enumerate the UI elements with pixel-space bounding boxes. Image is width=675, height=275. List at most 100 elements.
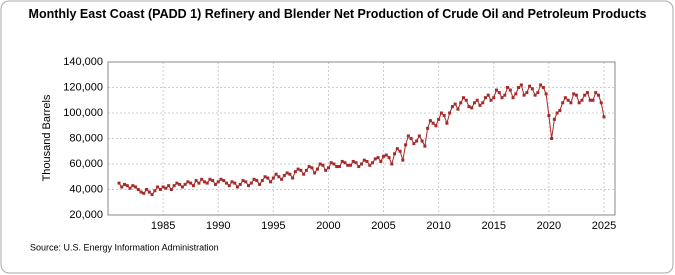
data-point: [142, 191, 146, 195]
data-point: [120, 185, 124, 189]
data-point: [478, 103, 482, 107]
y-tick-label: 120,000: [63, 81, 103, 93]
data-point: [561, 101, 565, 105]
x-tick-label: 2005: [371, 220, 395, 232]
data-point: [566, 98, 570, 102]
data-point: [519, 83, 523, 87]
data-point: [594, 91, 598, 95]
data-point: [409, 137, 413, 140]
data-point: [266, 176, 270, 180]
data-point: [365, 159, 369, 163]
data-point: [406, 134, 410, 138]
data-point: [417, 134, 421, 138]
data-point: [442, 114, 446, 118]
data-point: [569, 101, 573, 105]
data-point: [453, 102, 457, 106]
data-point: [288, 172, 292, 176]
data-point: [216, 180, 220, 184]
data-point: [175, 181, 179, 185]
data-point: [213, 182, 217, 186]
data-point: [340, 159, 344, 163]
data-point: [205, 181, 209, 185]
data-point: [247, 184, 251, 188]
data-point: [470, 106, 474, 110]
data-point: [285, 171, 289, 175]
data-point: [506, 86, 510, 89]
data-point: [387, 156, 391, 160]
data-point: [324, 168, 328, 172]
y-tick-label: 100,000: [63, 107, 103, 119]
data-point: [189, 181, 193, 185]
data-point: [495, 88, 499, 92]
data-point: [139, 190, 143, 194]
data-point: [395, 147, 399, 151]
x-tick-label: 1990: [206, 220, 230, 232]
data-point: [360, 162, 363, 166]
data-point: [574, 93, 578, 97]
data-point: [282, 173, 286, 177]
data-point: [376, 156, 380, 160]
data-point: [492, 96, 496, 100]
data-point: [134, 185, 138, 189]
data-point: [156, 185, 160, 189]
data-point: [263, 175, 267, 179]
data-point: [313, 171, 317, 175]
data-point: [384, 153, 388, 157]
data-point: [244, 180, 248, 184]
data-point: [208, 177, 212, 181]
x-tick-label: 1995: [261, 220, 285, 232]
data-point: [500, 96, 504, 100]
data-point: [371, 161, 375, 165]
data-point: [291, 176, 295, 180]
data-point: [354, 161, 358, 165]
data-point: [533, 93, 537, 97]
data-point: [497, 91, 501, 95]
data-point: [362, 158, 366, 162]
data-point: [426, 126, 430, 130]
data-point: [583, 93, 587, 97]
data-point: [481, 101, 485, 105]
data-point: [310, 166, 314, 170]
data-point: [219, 177, 223, 181]
data-point: [544, 92, 548, 96]
data-point: [241, 179, 245, 183]
data-point: [348, 163, 352, 167]
data-point: [180, 185, 184, 189]
data-point: [260, 179, 264, 183]
data-point: [368, 163, 372, 167]
data-point: [329, 161, 333, 165]
data-point: [357, 165, 361, 169]
data-point: [503, 93, 507, 97]
data-point: [599, 101, 603, 105]
data-point: [145, 188, 149, 191]
y-tick-label: 80,000: [69, 132, 103, 144]
x-tick-label: 2015: [482, 220, 506, 232]
data-point: [508, 88, 512, 92]
data-point: [258, 182, 262, 186]
data-point: [233, 181, 237, 185]
data-point: [602, 115, 606, 119]
y-tick-label: 40,000: [69, 183, 103, 195]
data-point: [431, 121, 435, 125]
data-point: [197, 181, 201, 185]
data-point: [351, 159, 355, 163]
data-point: [437, 117, 441, 121]
data-point: [255, 179, 259, 183]
data-point: [412, 142, 416, 146]
data-point: [326, 166, 330, 170]
data-point: [315, 167, 319, 171]
data-point: [249, 181, 253, 185]
data-point: [528, 84, 532, 88]
data-point: [550, 137, 554, 140]
data-point: [304, 168, 308, 172]
y-axis-label: Thousand Barrels: [41, 94, 53, 181]
data-point: [302, 172, 306, 176]
data-point: [517, 86, 521, 89]
data-point: [150, 193, 154, 197]
data-point: [161, 185, 165, 189]
data-point: [227, 184, 231, 188]
data-point: [572, 92, 576, 96]
data-point: [445, 121, 449, 125]
data-point: [379, 159, 383, 163]
